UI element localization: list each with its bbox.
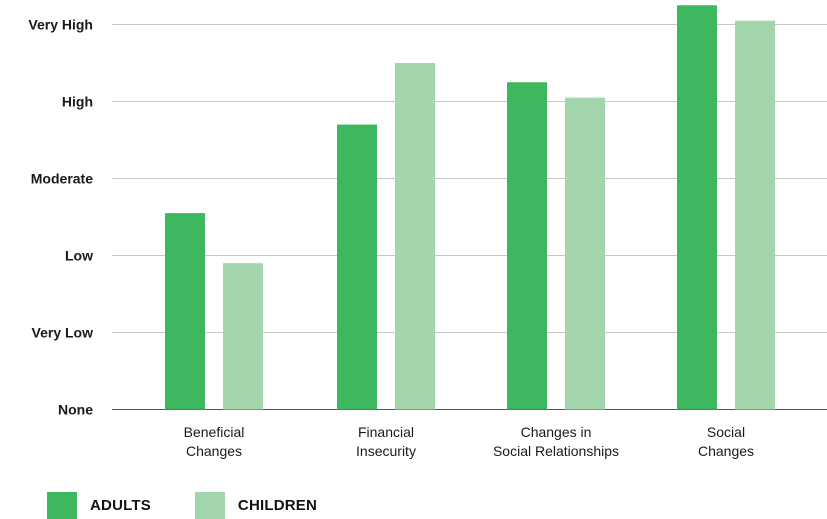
bar-adults-1	[337, 124, 377, 410]
legend-item-children: CHILDREN	[194, 491, 318, 519]
y-tick-label: Low	[65, 248, 93, 264]
legend-swatch-adults	[47, 491, 77, 519]
legend-swatch-children	[194, 491, 225, 519]
bar-adults-2	[507, 82, 547, 410]
bar-adults-3	[677, 5, 717, 410]
y-tick-label: None	[58, 402, 93, 418]
x-tick-label: Beneficial Changes	[184, 424, 245, 459]
y-tick-label: Very Low	[32, 325, 94, 341]
legend-label-adults: ADULTS	[90, 496, 151, 514]
y-tick-label: High	[62, 94, 93, 110]
y-tick-label: Moderate	[31, 171, 93, 187]
legend-label-children: CHILDREN	[237, 496, 318, 514]
x-tick-label: Changes in Social Relationships	[493, 424, 619, 459]
legend-item-adults: ADULTS	[47, 491, 151, 519]
bar-children-0	[223, 263, 263, 410]
bar-children-2	[565, 97, 605, 410]
legend: ADULTS CHILDREN	[47, 491, 361, 519]
bar-children-1	[395, 63, 435, 410]
bar-children-3	[735, 20, 775, 410]
x-tick-label: Social Changes	[698, 424, 754, 459]
x-tick-label: Financial Insecurity	[356, 424, 416, 459]
bar-adults-0	[165, 213, 205, 410]
y-tick-label: Very High	[28, 17, 93, 33]
bar-chart: None Very Low Low Moderate High Very High Bene…	[28, 5, 827, 459]
